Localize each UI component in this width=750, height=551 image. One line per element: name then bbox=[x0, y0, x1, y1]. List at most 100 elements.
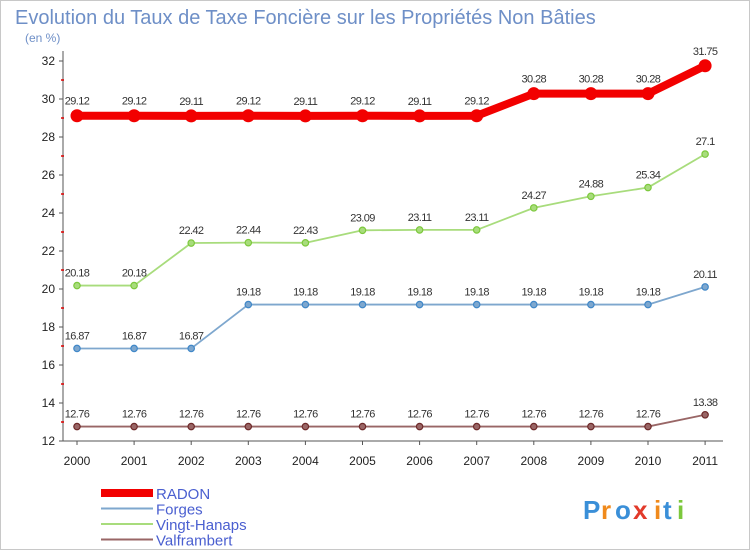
y-tick-label: 22 bbox=[42, 244, 56, 258]
data-point-vingt-hanaps bbox=[358, 226, 367, 235]
data-label-forges: 19.18 bbox=[236, 287, 261, 299]
data-point-valframbert bbox=[415, 422, 424, 431]
data-label-forges: 19.18 bbox=[407, 287, 432, 299]
data-label-radon: 29.12 bbox=[350, 96, 375, 108]
data-point-forges bbox=[301, 300, 310, 309]
logo-letter: x bbox=[633, 495, 648, 525]
y-tick-label: 26 bbox=[42, 168, 56, 182]
data-label-vingt-hanaps: 24.27 bbox=[522, 190, 547, 202]
data-label-forges: 16.87 bbox=[65, 330, 90, 342]
axes: 12 14 16 18 20 22 24 26 28 30 32 2000 2001 2002 2003 20… bbox=[42, 51, 723, 468]
data-point-forges bbox=[415, 300, 424, 309]
series-forges: 16.87 16.87 16.87 19.18 19.18 19.18 19.18 19.18… bbox=[65, 269, 718, 353]
data-point-vingt-hanaps bbox=[73, 281, 81, 290]
data-point-valframbert bbox=[358, 422, 367, 431]
y-tick-label: 28 bbox=[42, 130, 56, 144]
data-label-vingt-hanaps: 23.11 bbox=[465, 212, 489, 224]
x-tick-label: 2004 bbox=[292, 454, 319, 468]
x-tick-label: 2002 bbox=[178, 454, 205, 468]
x-tick-label: 2000 bbox=[64, 454, 91, 468]
data-label-vingt-hanaps: 23.09 bbox=[350, 212, 375, 224]
data-label-radon: 29.11 bbox=[179, 96, 203, 108]
logo-letter: r bbox=[601, 495, 611, 525]
x-tick-label: 2001 bbox=[121, 454, 148, 468]
data-point-valframbert bbox=[244, 422, 253, 431]
series-vingt-hanaps: 20.18 20.18 22.42 22.44 22.43 23.09 23.11 23.11… bbox=[65, 136, 716, 290]
x-tick-label: 2009 bbox=[578, 454, 605, 468]
y-tick-label: 32 bbox=[42, 54, 56, 68]
data-label-radon: 29.12 bbox=[65, 96, 90, 108]
data-label-vingt-hanaps: 22.43 bbox=[293, 225, 318, 237]
data-point-vingt-hanaps bbox=[644, 183, 652, 192]
data-label-vingt-hanaps: 27.1 bbox=[696, 136, 715, 148]
chart-title: Evolution du Taux de Taxe Foncière sur l… bbox=[15, 7, 596, 29]
data-label-radon: 29.12 bbox=[122, 96, 147, 108]
data-label-valframbert: 12.76 bbox=[464, 409, 489, 421]
data-label-valframbert: 12.76 bbox=[65, 409, 90, 421]
data-point-forges bbox=[73, 344, 81, 353]
data-point-forges bbox=[187, 344, 196, 353]
chart-subtitle: (en %) bbox=[25, 31, 60, 45]
data-label-forges: 19.18 bbox=[350, 287, 375, 299]
data-label-vingt-hanaps: 22.42 bbox=[179, 225, 204, 237]
data-point-vingt-hanaps bbox=[130, 281, 138, 290]
series-radon: 29.12 29.12 29.11 29.12 29.11 29.12 29.11 29.12… bbox=[65, 46, 718, 123]
y-tick-label: 16 bbox=[42, 358, 56, 372]
data-point-vingt-hanaps bbox=[415, 226, 424, 234]
logo-letter: i bbox=[677, 495, 684, 525]
data-point-forges bbox=[472, 300, 481, 309]
data-label-radon: 31.75 bbox=[693, 46, 718, 58]
series-line-radon bbox=[73, 61, 710, 120]
legend-label-radon: RADON bbox=[156, 486, 210, 503]
data-point-valframbert bbox=[73, 422, 81, 431]
data-point-radon bbox=[470, 109, 484, 123]
series-layer: 12.76 12.76 12.76 12.76 12.76 12.76 12.76 12.76… bbox=[65, 46, 718, 431]
data-point-vingt-hanaps bbox=[472, 226, 481, 234]
data-label-valframbert: 12.76 bbox=[122, 409, 147, 421]
logo-letter: i bbox=[654, 495, 661, 525]
y-tick-label: 12 bbox=[42, 434, 56, 448]
data-label-valframbert: 12.76 bbox=[179, 409, 204, 421]
y-tick-label: 14 bbox=[42, 396, 56, 410]
data-point-forges bbox=[701, 283, 709, 291]
data-point-radon bbox=[241, 109, 255, 123]
data-label-valframbert: 13.38 bbox=[693, 397, 718, 409]
data-point-radon bbox=[413, 109, 427, 123]
data-label-radon: 29.12 bbox=[236, 96, 261, 108]
data-label-radon: 30.28 bbox=[636, 74, 661, 86]
data-point-forges bbox=[244, 300, 253, 309]
data-label-radon: 30.28 bbox=[522, 74, 547, 86]
x-tick-label: 2005 bbox=[349, 454, 376, 468]
data-point-valframbert bbox=[301, 422, 310, 431]
series-line-vingt-hanaps bbox=[76, 153, 706, 287]
data-label-vingt-hanaps: 22.44 bbox=[236, 225, 261, 237]
x-tick-label: 2010 bbox=[635, 454, 662, 468]
data-point-forges bbox=[130, 344, 138, 353]
data-label-valframbert: 12.76 bbox=[579, 409, 604, 421]
data-point-radon bbox=[127, 109, 141, 123]
data-label-forges: 16.87 bbox=[122, 330, 147, 342]
data-label-vingt-hanaps: 23.11 bbox=[408, 212, 432, 224]
data-point-valframbert bbox=[587, 422, 595, 431]
data-label-radon: 30.28 bbox=[579, 74, 604, 86]
logo-letter: t bbox=[663, 495, 672, 525]
data-point-forges bbox=[644, 300, 652, 309]
legend-label-forges: Forges bbox=[156, 502, 203, 519]
data-label-forges: 20.11 bbox=[693, 269, 717, 281]
logo-letter: P bbox=[583, 495, 600, 525]
x-tick-label: 2003 bbox=[235, 454, 262, 468]
data-label-valframbert: 12.76 bbox=[293, 409, 318, 421]
data-label-valframbert: 12.76 bbox=[407, 409, 432, 421]
data-point-radon bbox=[641, 87, 655, 101]
series-line-valframbert bbox=[76, 413, 706, 428]
data-label-valframbert: 12.76 bbox=[236, 409, 261, 421]
data-point-radon bbox=[70, 109, 84, 123]
data-point-valframbert bbox=[644, 422, 652, 431]
data-point-radon bbox=[584, 87, 598, 101]
data-label-vingt-hanaps: 20.18 bbox=[65, 268, 90, 280]
data-point-valframbert bbox=[472, 422, 481, 431]
